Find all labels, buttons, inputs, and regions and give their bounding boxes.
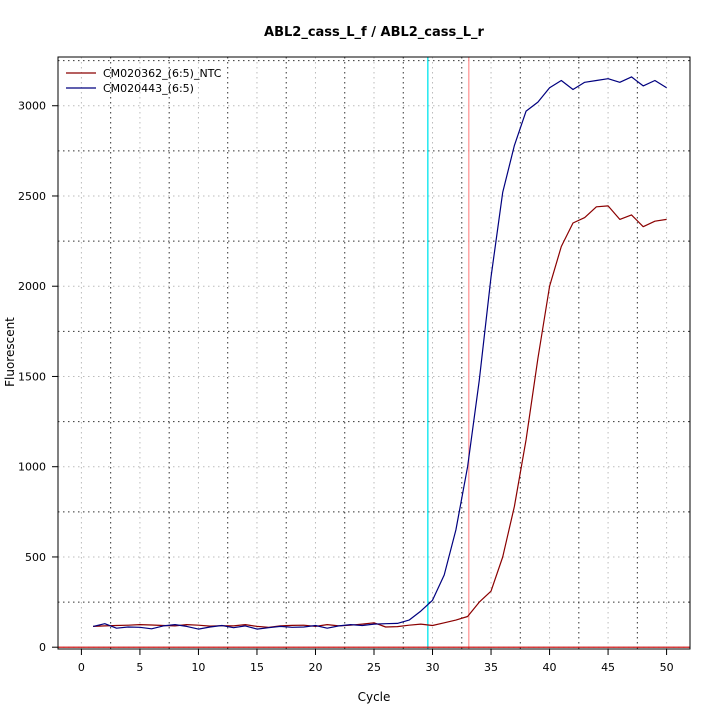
x-tick-label: 15 bbox=[250, 661, 264, 674]
y-tick-label: 2500 bbox=[18, 190, 46, 203]
series-line-sample bbox=[92, 76, 667, 630]
legend: CM020362_(6:5)_NTC CM020443_(6:5) bbox=[66, 67, 222, 95]
axis-layer: 0 5 10 15 20 25 30 35 40 45 5005001000150020002500… bbox=[18, 100, 674, 674]
grid-layer bbox=[58, 57, 690, 649]
x-tick-label: 25 bbox=[367, 661, 381, 674]
y-tick-label: 2000 bbox=[18, 280, 46, 293]
y-tick-label: 0 bbox=[39, 641, 46, 654]
reference-lines bbox=[58, 57, 690, 649]
series-line-ntc bbox=[93, 205, 667, 628]
y-tick-label: 1000 bbox=[18, 461, 46, 474]
legend-label-ntc: CM020362_(6:5)_NTC bbox=[103, 67, 222, 80]
x-tick-label: 40 bbox=[543, 661, 557, 674]
x-axis-label: Cycle bbox=[358, 690, 391, 704]
x-tick-label: 35 bbox=[484, 661, 498, 674]
x-tick-label: 50 bbox=[660, 661, 674, 674]
y-axis-label: Fluorescent bbox=[3, 317, 17, 387]
x-tick-label: 30 bbox=[426, 661, 440, 674]
x-tick-label: 5 bbox=[136, 661, 143, 674]
x-tick-label: 0 bbox=[78, 661, 85, 674]
y-tick-label: 500 bbox=[25, 551, 46, 564]
y-tick-label: 3000 bbox=[18, 100, 46, 113]
legend-label-sample: CM020443_(6:5) bbox=[103, 82, 194, 95]
x-tick-label: 45 bbox=[601, 661, 615, 674]
x-tick-label: 10 bbox=[191, 661, 205, 674]
y-tick-label: 1500 bbox=[18, 370, 46, 383]
x-tick-label: 20 bbox=[308, 661, 322, 674]
chart-title: ABL2_cass_L_f / ABL2_cass_L_r bbox=[264, 25, 485, 40]
series-layer bbox=[92, 76, 667, 630]
